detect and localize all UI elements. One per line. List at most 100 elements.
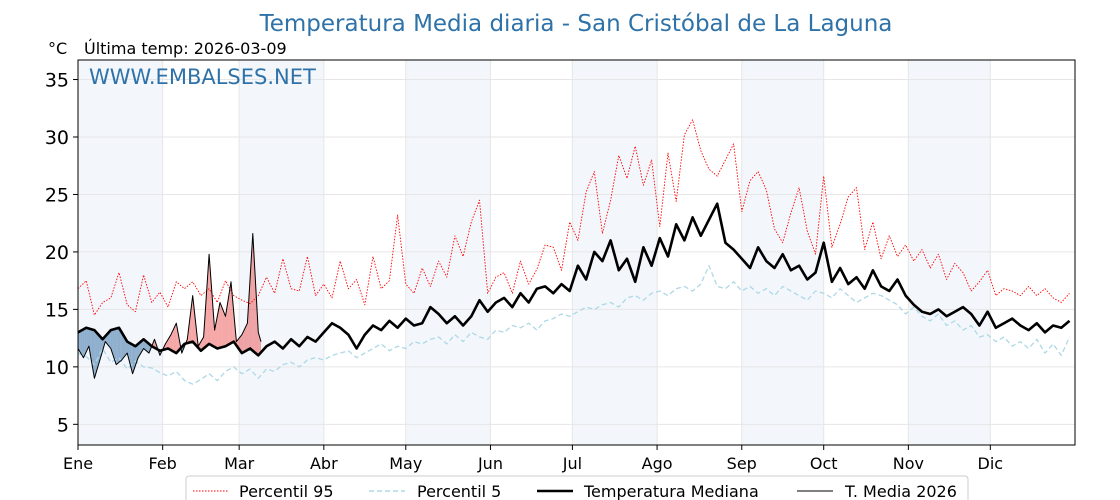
fill-below-median (136, 343, 139, 362)
x-tick-label: Ene (63, 454, 93, 473)
fill-above-median (245, 323, 248, 351)
watermark: WWW.EMBALSES.NET (89, 65, 316, 89)
fill-above-median (220, 302, 222, 348)
fill-below-median (97, 333, 99, 370)
x-tick-label: Oct (810, 454, 838, 473)
x-tick-label: Jul (562, 454, 582, 473)
fill-below-median (83, 328, 85, 358)
month-band (908, 60, 991, 445)
month-band (741, 60, 824, 445)
fill-above-median (226, 299, 229, 346)
series-line-p5 (77, 265, 1071, 385)
legend-label-p95: Percentil 95 (239, 482, 334, 500)
month-band (239, 60, 324, 445)
fill-below-median (79, 330, 81, 354)
series-line-p95 (77, 119, 1070, 316)
fill-above-median (170, 331, 173, 351)
fill-below-median (112, 329, 114, 357)
plot-frame (77, 59, 1076, 446)
fill-above-median (174, 323, 177, 354)
fill-below-median (121, 332, 124, 360)
y-tick-label: 15 (45, 299, 69, 321)
x-tick-label: Dic (978, 454, 1004, 473)
fill-below-median (114, 328, 117, 365)
fill-above-median (217, 309, 219, 349)
fill-above-median (168, 336, 170, 350)
fill-above-median (173, 326, 175, 353)
fill-above-median (239, 336, 241, 352)
fill-below-median (120, 330, 122, 362)
fill-below-median (138, 342, 140, 358)
fill-above-median (221, 305, 223, 348)
fill-above-median (194, 308, 196, 345)
fill-below-median (113, 328, 115, 361)
fill-above-median (169, 334, 171, 350)
fill-below-median (140, 340, 143, 354)
fill-above-median (218, 302, 221, 349)
fill-below-median (146, 341, 148, 352)
series-line-median (77, 202, 1071, 357)
fill-above-median (225, 307, 227, 347)
fill-above-median (252, 233, 255, 352)
x-tick-label: Jun (477, 454, 503, 473)
fill-below-median (144, 340, 147, 351)
fill-below-median (143, 339, 145, 350)
unit-label: °C (48, 39, 67, 58)
fill-above-median (255, 282, 257, 355)
y-tick-label: 5 (57, 414, 69, 436)
fill-above-median (228, 290, 230, 345)
y-tick-label: 30 (45, 127, 69, 149)
month-bands (78, 60, 991, 445)
fill-below-median (98, 334, 100, 365)
month-band (78, 60, 163, 445)
x-tick-label: Nov (893, 454, 924, 473)
fill-below-median (109, 330, 111, 349)
fill-below-median (139, 341, 141, 356)
y-tick-label: 20 (45, 242, 69, 264)
x-tick-label: Ago (642, 454, 673, 473)
fill-above-median (241, 331, 244, 354)
fill-above-median (172, 328, 174, 352)
fill-below-median (125, 339, 128, 355)
fill-above-median (224, 312, 226, 347)
month-band (405, 60, 491, 445)
legend-label-median: Temperatura Mediana (583, 482, 759, 500)
fill-above-median (222, 309, 225, 347)
fill-above-median (200, 339, 203, 351)
legend: Percentil 95 Percentil 5 Temperatura Med… (185, 475, 969, 500)
fill-below-median (110, 329, 113, 353)
legend-label-current: T. Media 2026 (844, 482, 957, 500)
last-temp-label: Última temp: 2026-03-09 (84, 39, 287, 58)
fill-below-median (91, 329, 94, 371)
series-line-current (77, 233, 262, 379)
fill-below-median (87, 328, 89, 350)
fill-above-median (215, 316, 218, 349)
fill-above-median (243, 328, 245, 353)
fill-below-median (147, 342, 150, 354)
y-tick-label: 10 (45, 357, 69, 379)
x-tick-label: Abr (310, 454, 338, 473)
fill-above-median (244, 326, 246, 352)
x-tick-label: Sep (727, 454, 757, 473)
fill-below-median (102, 337, 104, 351)
fill-below-median (131, 343, 133, 374)
fill-above-median (251, 233, 253, 351)
chart-title: Temperatura Media diaria - San Cristóbal… (259, 11, 893, 37)
fill-above-median (205, 295, 207, 348)
fill-below-median (86, 327, 88, 352)
fill-above-median (258, 332, 260, 356)
fill-below-median (80, 330, 83, 356)
y-axis: 5 10 15 20 25 30 35 (45, 70, 78, 436)
fill-above-median (240, 334, 242, 354)
legend-box (185, 475, 969, 500)
fill-below-median (93, 329, 95, 379)
y-tick-label: 25 (45, 184, 69, 206)
fill-above-median (211, 292, 214, 347)
x-tick-label: May (389, 454, 422, 473)
x-tick-label: Mar (224, 454, 255, 473)
fill-below-median (84, 327, 87, 355)
fill-below-median (82, 329, 84, 358)
fill-below-median (95, 331, 98, 374)
fill-above-median (202, 336, 204, 350)
